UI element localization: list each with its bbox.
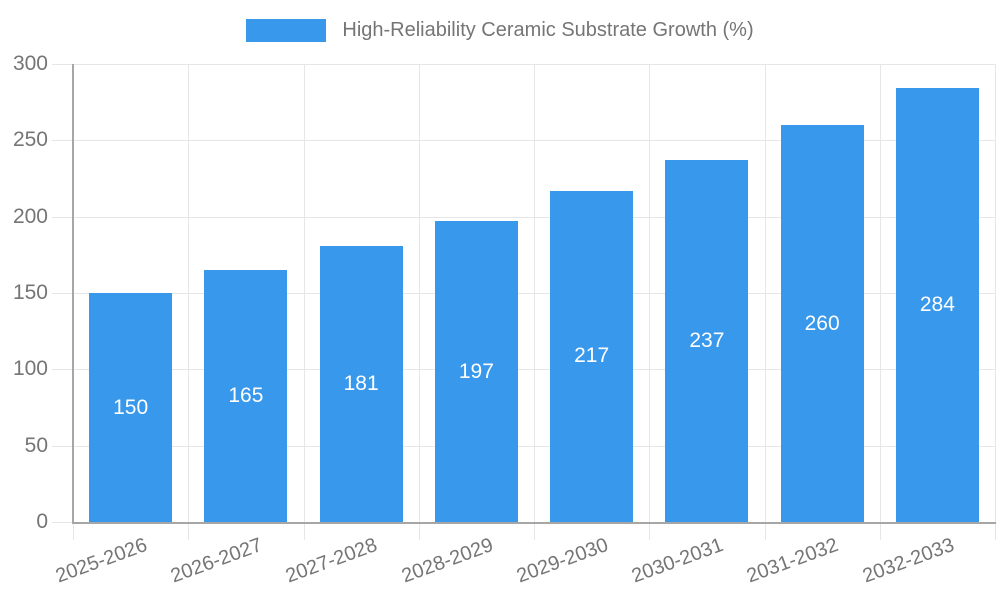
bar[interactable] xyxy=(434,221,518,522)
y-tick-label: 300 xyxy=(12,52,48,75)
x-axis-tick xyxy=(995,522,996,540)
v-gridline xyxy=(879,64,881,522)
bar[interactable] xyxy=(204,270,288,522)
bar-value-label: 165 xyxy=(228,384,264,408)
v-gridline xyxy=(418,64,420,522)
y-axis-tick xyxy=(52,140,73,142)
bar-value-label: 260 xyxy=(804,311,840,335)
bar[interactable] xyxy=(780,125,864,522)
x-axis-tick xyxy=(188,522,190,540)
y-axis-tick xyxy=(52,216,73,218)
x-axis-tick xyxy=(534,522,535,540)
legend[interactable]: High-Reliability Ceramic Substrate Growt… xyxy=(0,19,1000,42)
y-axis-tick xyxy=(52,293,73,294)
bar[interactable] xyxy=(89,293,173,522)
bar-value-label: 284 xyxy=(919,293,955,317)
x-tick-label: 2026-2027 xyxy=(167,534,266,588)
bar[interactable] xyxy=(665,160,749,522)
x-tick-label: 2031-2032 xyxy=(744,534,842,588)
x-axis-tick xyxy=(879,522,881,540)
y-axis-tick xyxy=(52,445,73,447)
x-axis-tick xyxy=(418,522,420,540)
y-tick-label: 150 xyxy=(12,281,48,304)
y-axis-line xyxy=(72,64,74,524)
x-axis-tick xyxy=(649,522,651,540)
x-tick-label: 2025-2026 xyxy=(52,534,151,588)
x-tick-label: 2028-2029 xyxy=(398,534,496,588)
x-axis-tick xyxy=(303,522,305,540)
y-axis-tick xyxy=(52,64,73,65)
bar-value-label: 197 xyxy=(458,359,494,383)
y-axis-tick xyxy=(52,522,73,523)
y-tick-label: 200 xyxy=(12,204,48,228)
y-tick-label: 0 xyxy=(36,510,48,533)
x-tick-label: 2029-2030 xyxy=(513,534,612,588)
v-gridline xyxy=(534,64,535,522)
v-gridline xyxy=(188,64,190,522)
x-tick-label: 2030-2031 xyxy=(628,534,727,588)
y-tick-label: 250 xyxy=(12,128,48,152)
y-axis-tick xyxy=(52,369,73,371)
bar[interactable] xyxy=(319,245,403,522)
bar-value-label: 237 xyxy=(689,329,725,353)
y-tick-label: 50 xyxy=(24,433,48,457)
bar-value-label: 150 xyxy=(113,395,149,419)
bar[interactable] xyxy=(550,190,634,522)
y-tick-label: 100 xyxy=(12,357,48,381)
v-gridline xyxy=(995,64,996,522)
legend-label: High-Reliability Ceramic Substrate Growt… xyxy=(342,19,754,41)
bar[interactable] xyxy=(895,88,979,522)
bar-value-label: 181 xyxy=(343,371,379,395)
x-axis-line xyxy=(72,522,996,524)
v-gridline xyxy=(649,64,651,522)
x-tick-label: 2027-2028 xyxy=(283,534,381,588)
v-gridline xyxy=(764,64,766,522)
x-axis-tick xyxy=(764,522,766,540)
legend-color-swatch xyxy=(246,19,327,42)
bar-value-label: 217 xyxy=(574,344,610,368)
x-axis-tick xyxy=(73,522,74,540)
x-tick-label: 2032-2033 xyxy=(859,534,957,588)
v-gridline xyxy=(303,64,305,522)
